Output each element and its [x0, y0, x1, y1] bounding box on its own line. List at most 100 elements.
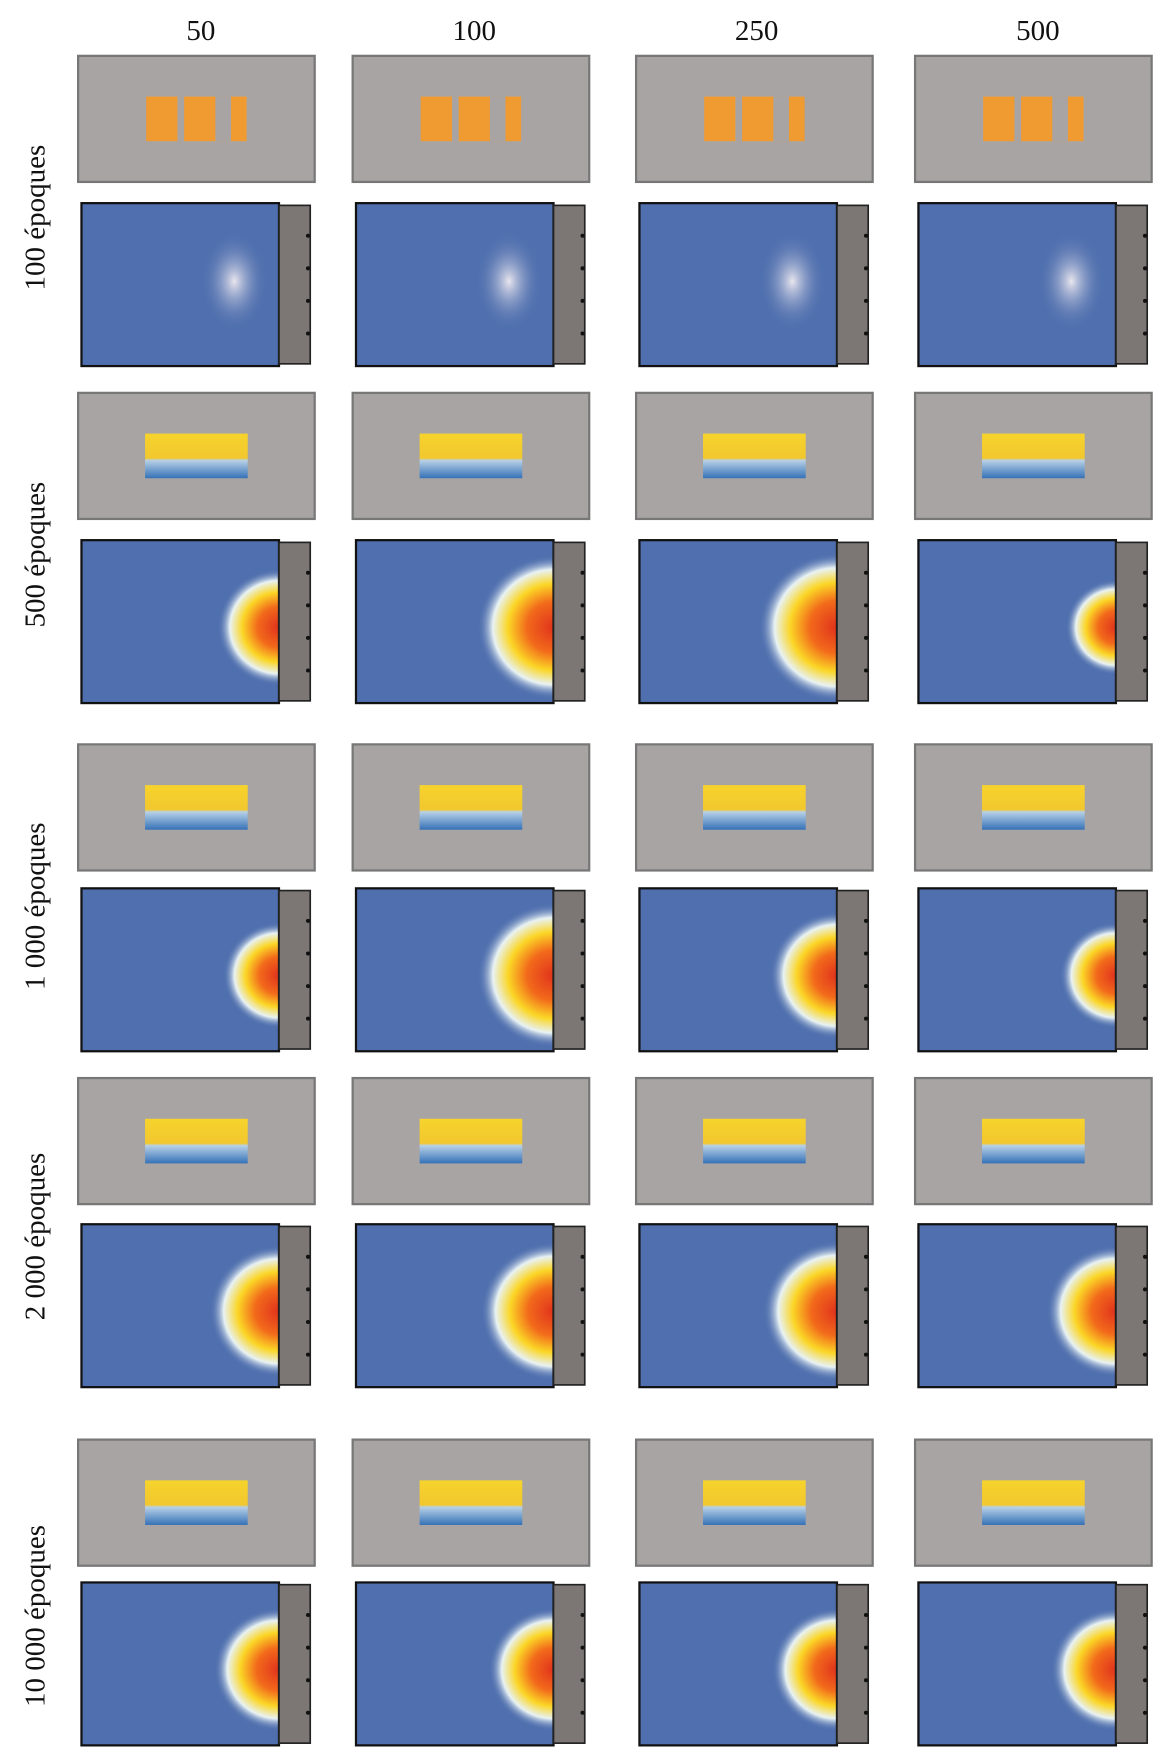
strip-dot [580, 1645, 585, 1650]
row-label: 100 époques [20, 145, 52, 291]
pattern [704, 96, 805, 142]
pattern [982, 433, 1085, 479]
strip-dot [863, 1016, 868, 1021]
strip-dot [1142, 668, 1147, 673]
pattern-gap [735, 96, 743, 142]
column-label: 250 [735, 15, 779, 47]
side-strip [552, 204, 586, 365]
side-strip [836, 889, 870, 1050]
strip-dot [863, 1352, 868, 1357]
column-label: 500 [1016, 15, 1060, 47]
row-label: 500 époques [20, 482, 52, 628]
pattern-gap [1052, 96, 1068, 142]
cell [351, 391, 591, 705]
strip-dot [863, 266, 868, 271]
strip-dot [580, 984, 585, 989]
strip-dot [580, 951, 585, 956]
heat-blob [1060, 922, 1116, 1029]
strip-dot [1142, 1254, 1147, 1259]
strip-dot [863, 331, 868, 336]
cell [77, 54, 316, 368]
strip-dot [580, 918, 585, 923]
strip-dot [1142, 951, 1147, 956]
strip-dot [1142, 1678, 1147, 1683]
strip-dot [863, 1645, 868, 1650]
strip-dot [1142, 233, 1147, 238]
cell [77, 391, 316, 705]
cell [913, 54, 1153, 368]
strip-dot [580, 1678, 585, 1683]
cell [77, 1438, 316, 1747]
strip-dot [305, 603, 311, 608]
pattern [145, 433, 248, 479]
strip-dot [863, 984, 868, 989]
strip-dot [580, 298, 585, 303]
strip-dot [580, 668, 585, 673]
pattern [145, 785, 248, 830]
strip-dot [305, 1613, 311, 1618]
cell [634, 54, 874, 368]
pattern [419, 785, 523, 830]
heat-blob [214, 1608, 279, 1731]
pattern-gap [215, 96, 231, 142]
strip-dot [1142, 1613, 1147, 1618]
cell [634, 391, 874, 705]
strip-dot [580, 635, 585, 640]
strip-dot [863, 603, 868, 608]
strip-dot [305, 918, 311, 923]
heat-blob [223, 922, 279, 1029]
strip-dot [580, 570, 585, 575]
strip-dot [1142, 918, 1147, 923]
heat-blob [770, 911, 837, 1039]
cell [634, 1076, 874, 1389]
strip-dot [305, 1352, 311, 1357]
strip-dot [1142, 635, 1147, 640]
cell [351, 1076, 591, 1389]
pattern [703, 785, 806, 830]
side-strip [278, 204, 312, 365]
heat-blob [772, 1608, 837, 1731]
cell [913, 1076, 1153, 1389]
strip-dot [305, 668, 311, 673]
strip-dot [863, 298, 868, 303]
strip-dot [305, 1319, 311, 1324]
pattern [982, 1118, 1085, 1164]
strip-dot [305, 984, 311, 989]
pattern [703, 1480, 806, 1525]
side-strip [1115, 541, 1149, 702]
strip-dot [863, 570, 868, 575]
strip-dot [305, 1254, 311, 1259]
strip-dot [863, 1613, 868, 1618]
pattern [982, 1480, 1085, 1525]
strip-dot [1142, 1352, 1147, 1357]
side-strip [552, 1583, 586, 1744]
pattern-gap [773, 96, 789, 142]
side-strip [836, 1225, 870, 1386]
strip-dot [580, 1319, 585, 1324]
strip-dot [1142, 1710, 1147, 1715]
strip-dot [580, 1710, 585, 1715]
strip-dot [863, 1254, 868, 1259]
strip-dot [1142, 570, 1147, 575]
side-strip [278, 1583, 312, 1744]
strip-dot [1142, 266, 1147, 271]
pattern [703, 433, 806, 479]
column-label: 50 [186, 15, 215, 47]
side-strip [1115, 1225, 1149, 1386]
strip-dot [305, 1678, 311, 1683]
cell [634, 1438, 874, 1747]
cell [913, 743, 1153, 1053]
heat-blob [1046, 1245, 1116, 1377]
pattern [419, 1118, 523, 1164]
strip-dot [863, 233, 868, 238]
pattern [983, 96, 1084, 142]
strip-dot [863, 1319, 868, 1324]
heat-blob [488, 1608, 554, 1731]
pattern-gap [177, 96, 185, 142]
side-strip [552, 889, 586, 1050]
heat-blob [209, 1245, 279, 1377]
side-strip [1115, 204, 1149, 365]
strip-dot [863, 1710, 868, 1715]
pattern [145, 1118, 248, 1164]
